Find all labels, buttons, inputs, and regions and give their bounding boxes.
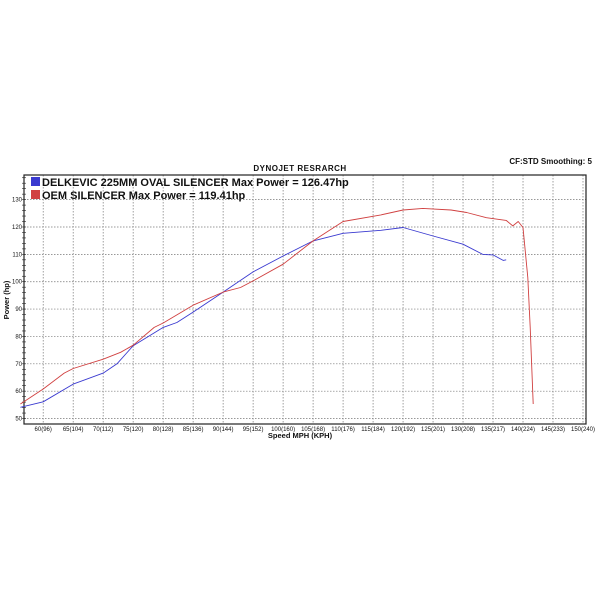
- x-tick-label: 80(128): [153, 427, 174, 433]
- x-tick-label: 110(176): [331, 427, 355, 433]
- x-tick-label: 115(184): [361, 427, 385, 433]
- x-tick-label: 140(224): [511, 427, 535, 433]
- y-tick-label: 50: [15, 417, 22, 423]
- y-tick-label: 100: [12, 280, 23, 286]
- x-axis-label: Speed MPH (KPH): [268, 431, 333, 440]
- legend-swatch-red: [31, 190, 40, 199]
- series-line-1: [20, 207, 534, 405]
- x-tick-label: 70(112): [93, 427, 113, 433]
- x-tick-label: 85(136): [183, 427, 204, 433]
- legend-swatch-blue: [31, 177, 40, 186]
- x-tick-label: 105(168): [301, 427, 325, 433]
- y-axis-label: Power (hp): [2, 280, 11, 319]
- x-tick-label: 90(144): [213, 427, 234, 433]
- x-tick-label: 135(217): [481, 427, 505, 433]
- y-tick-label: 130: [12, 198, 23, 204]
- legend-entry-delkevic: DELKEVIC 225MM OVAL SILENCER Max Power =…: [42, 177, 349, 189]
- plot-frame: [23, 174, 587, 425]
- x-tick-label: 145(233): [541, 427, 565, 433]
- x-tick-label: 95(152): [243, 427, 264, 433]
- y-tick-label: 120: [12, 225, 23, 231]
- y-tick-label: 60: [15, 389, 22, 395]
- x-tick-label: 125(201): [421, 427, 445, 433]
- chart-title: DYNOJET RESRARCH: [253, 164, 346, 173]
- x-tick-label: 65(104): [63, 427, 84, 433]
- series-lines: [20, 207, 534, 408]
- corner-note: CF:STD Smoothing: 5: [509, 157, 592, 166]
- y-tick-label: 80: [15, 334, 22, 340]
- y-tick-label: 70: [15, 362, 22, 368]
- y-tick-label: 110: [12, 252, 22, 258]
- legend: DELKEVIC 225MM OVAL SILENCER Max Power =…: [31, 177, 349, 202]
- x-tick-label: 75(120): [123, 427, 144, 433]
- x-tick-label: 100(160): [271, 427, 295, 433]
- x-tick-label: 150(240): [571, 427, 595, 433]
- x-tick-label: 120(192): [391, 427, 415, 433]
- series-line-0: [20, 227, 507, 408]
- grid: [24, 175, 586, 424]
- x-tick-label: 60(96): [35, 427, 52, 433]
- axes: 60(96) 65(104) 70(112) 75(120) 80(128) 85(136…: [12, 174, 595, 433]
- y-tick-label: 90: [15, 307, 22, 313]
- x-tick-label: 130(208): [451, 427, 475, 433]
- legend-entry-oem: OEM SILENCER Max Power = 119.41hp: [42, 190, 246, 202]
